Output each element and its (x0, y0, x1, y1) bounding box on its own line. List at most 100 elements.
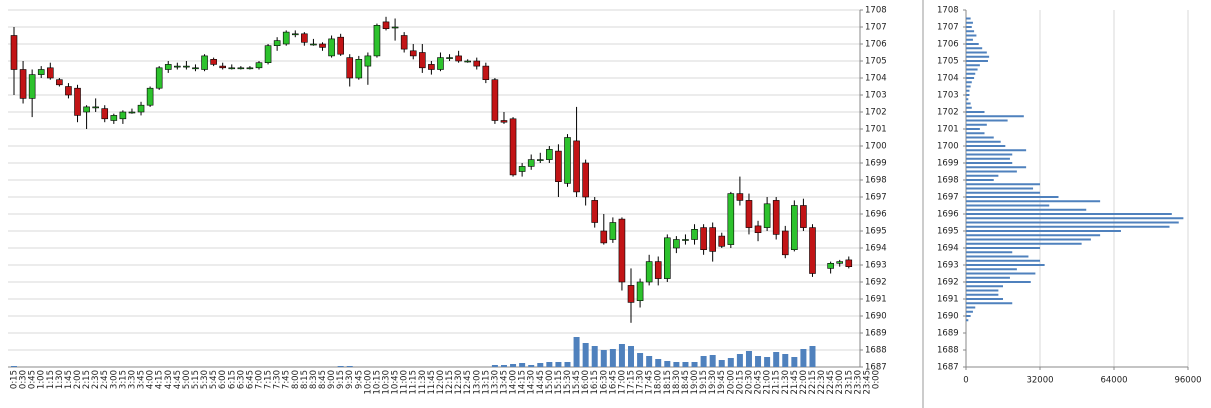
profile-bar (966, 191, 1040, 194)
y-tick-label: 1698 (937, 176, 959, 186)
x-tick-label: 16:45 (608, 370, 618, 395)
candle-body (46, 67, 54, 79)
volume-bar (555, 362, 562, 367)
x-tick-label: 19:15 (699, 370, 709, 395)
x-tick-label: 18:00 (654, 370, 664, 395)
candle-body (382, 21, 390, 29)
x-tick-label: 4:00 (146, 370, 156, 389)
x-tick-label: 2:00 (73, 370, 83, 389)
y-tick-label: 1695 (865, 227, 887, 237)
candle-body (65, 86, 72, 96)
profile-bar (966, 225, 1170, 228)
y-tick-label: 1707 (865, 23, 887, 33)
profile-bar (966, 98, 969, 101)
y-tick-label: 1692 (937, 278, 959, 288)
x-tick-label: 15:00 (545, 370, 555, 395)
x-tick-label: 9:00 (327, 370, 337, 389)
profile-bar (966, 298, 1003, 300)
volume-bar (528, 365, 535, 367)
candle-body (464, 60, 471, 63)
x-tick-label: 16:30 (599, 370, 609, 395)
candle-body (491, 79, 499, 121)
profile-bar (966, 145, 1006, 147)
x-tick-label: 1:45 (64, 370, 74, 389)
candle-body (56, 79, 63, 86)
profile-bar (966, 51, 987, 54)
x-tick-label: 8:45 (318, 370, 328, 389)
volume-bar (500, 365, 507, 367)
x-tick-label: 13:30 (490, 370, 500, 395)
profile-bar (966, 217, 1184, 220)
x-tick-label: 14:45 (536, 370, 546, 395)
profile-bar (966, 183, 1040, 186)
profile-bar (966, 106, 972, 109)
candle-body (110, 115, 118, 121)
profile-bar (966, 302, 1013, 305)
x-tick-label: 14:15 (518, 370, 528, 395)
x-tick-label: 5:15 (191, 370, 201, 389)
y-tick-label: 1699 (937, 159, 959, 169)
candle-body (264, 45, 272, 64)
y-tick-label: 1708 (937, 6, 959, 16)
candle-body (827, 262, 834, 269)
volume-bar (682, 362, 689, 367)
x-tick-label: 4:15 (155, 370, 165, 389)
volume-bar (337, 366, 344, 367)
candle-body (754, 225, 762, 233)
volume-bar (546, 362, 553, 367)
y-tick-label: 1695 (937, 227, 959, 237)
candle-body (763, 203, 771, 228)
volume-bar (700, 356, 707, 367)
x-tick-label: 0:45 (28, 370, 38, 389)
candle-body (709, 227, 716, 252)
y-tick-label: 1703 (937, 91, 959, 101)
x-tick-label: 13:00 (472, 370, 482, 395)
profile-bar (966, 221, 1179, 224)
volume-bar (773, 352, 780, 367)
candle-body (74, 87, 81, 116)
x-tick-label: 5:30 (200, 370, 210, 389)
profile-bar (966, 102, 971, 105)
x-tick-label: 3:45 (137, 370, 147, 389)
y-tick-label: 1691 (865, 295, 887, 305)
candle-body (428, 64, 435, 70)
candle-body (37, 69, 45, 75)
y-tick-label: 1697 (937, 193, 959, 203)
candle-body (673, 239, 680, 249)
candle-body (282, 31, 290, 45)
candle-body (346, 57, 354, 79)
candle-body (419, 52, 426, 69)
x-tick-label: 18:15 (663, 370, 673, 395)
profile-bar (966, 293, 999, 296)
candle-body (373, 24, 381, 57)
candle-body (237, 67, 245, 70)
profile-bar (966, 47, 983, 50)
candle-body (83, 106, 90, 113)
y-tick-label: 1693 (937, 261, 959, 271)
x-tick-label: 14:30 (527, 370, 537, 395)
x-tick-label: 17:00 (617, 370, 627, 395)
x-tick-label: 0:15 (10, 370, 20, 389)
x-tick-label: 10:00 (363, 370, 373, 395)
candle-body (255, 62, 263, 69)
profile-bar (966, 213, 1172, 215)
profile-bar (966, 234, 1101, 237)
x-tick-label: 19:45 (717, 370, 727, 395)
profile-bar (966, 153, 1013, 156)
candle-body (301, 33, 308, 43)
y-tick-label: 1691 (937, 295, 959, 305)
x-tick-label: 20:00 (726, 370, 736, 395)
candle-body (210, 58, 217, 65)
candle-body (682, 239, 689, 241)
candle-body (219, 65, 226, 69)
candle-body (101, 108, 109, 120)
x-tick-label: 18:45 (681, 370, 691, 395)
profile-bar (966, 272, 1036, 275)
y-tick-label: 1708 (865, 6, 887, 16)
volume-bar (591, 346, 598, 367)
y-tick-label: 1696 (937, 210, 959, 220)
candle-body (564, 137, 571, 184)
candle-body (845, 259, 853, 267)
x-tick-label: 5:00 (182, 370, 192, 389)
y-tick-label: 1689 (865, 329, 887, 339)
